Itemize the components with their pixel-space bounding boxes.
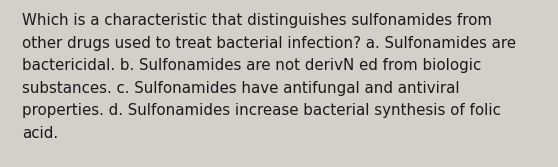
Text: bactericidal. b. Sulfonamides are not derivN ed from biologic: bactericidal. b. Sulfonamides are not de… [22,58,481,73]
Text: other drugs used to treat bacterial infection? a. Sulfonamides are: other drugs used to treat bacterial infe… [22,36,516,51]
Text: properties. d. Sulfonamides increase bacterial synthesis of folic: properties. d. Sulfonamides increase bac… [22,103,501,118]
Text: substances. c. Sulfonamides have antifungal and antiviral: substances. c. Sulfonamides have antifun… [22,81,460,96]
Text: acid.: acid. [22,126,58,141]
Text: Which is a characteristic that distinguishes sulfonamides from: Which is a characteristic that distingui… [22,13,492,28]
